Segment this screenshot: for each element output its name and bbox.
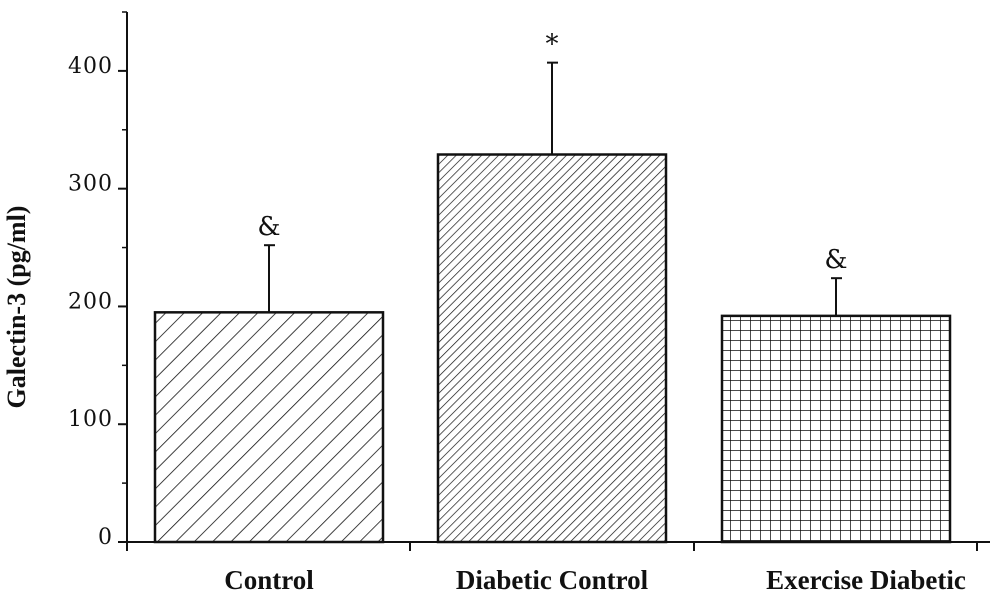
y-tick-label: 300 <box>68 172 113 197</box>
labels: 0 100 200 300 400 & Control * Diabetic Control & E… <box>2 30 966 595</box>
bars <box>153 61 952 544</box>
y-axis-title: Galectin-3 (pg/ml) <box>2 206 31 409</box>
y-tick-label: 400 <box>68 54 113 79</box>
significance-marker: & <box>824 245 847 275</box>
y-tick-label: 0 <box>98 525 113 550</box>
bar <box>720 314 952 544</box>
y-tick-label: 200 <box>68 289 113 314</box>
significance-marker: & <box>257 212 280 242</box>
significance-marker: * <box>546 30 559 60</box>
x-category-label: Exercise Diabetic <box>766 565 966 595</box>
bar <box>436 153 668 544</box>
x-category-label: Control <box>224 565 314 595</box>
y-tick-label: 100 <box>68 407 113 432</box>
x-category-label: Diabetic Control <box>456 565 649 595</box>
bar <box>153 311 385 544</box>
